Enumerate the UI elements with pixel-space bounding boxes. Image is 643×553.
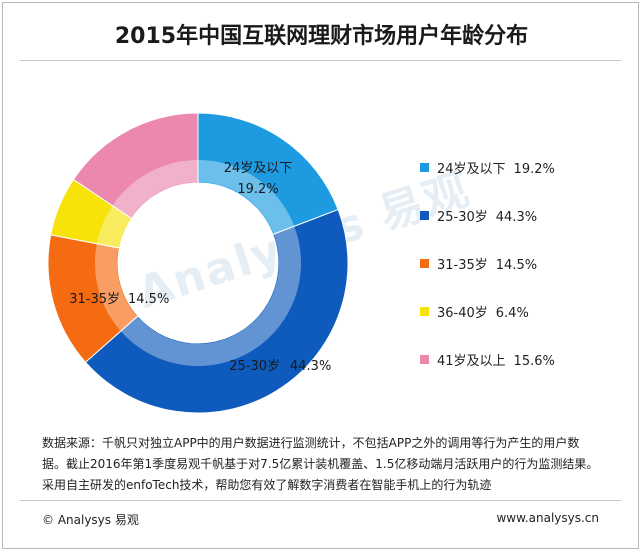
legend-item-2: 25-30岁 44.3% (420, 206, 620, 226)
chart-title: 2015年中国互联网理财市场用户年龄分布 (114, 24, 529, 49)
legend-value: 15.6% (513, 354, 555, 369)
legend-item-3: 31-35岁 14.5% (420, 254, 620, 274)
donut-slice-2 (84, 208, 349, 414)
donut-slice-1 (197, 112, 339, 236)
legend-label: 24岁及以下 (437, 162, 506, 177)
footer-divider (20, 500, 621, 501)
donut-slice-5 (72, 112, 199, 220)
legend-value: 6.4% (495, 306, 529, 321)
legend-item-1: 24岁及以下 19.2% (420, 158, 620, 178)
slice-label-value-2: 44.3% (290, 359, 331, 374)
legend-value: 44.3% (495, 210, 538, 225)
legend-swatch (420, 307, 429, 316)
legend-swatch (420, 259, 429, 268)
slice-label-category-1: 24岁及以下 (224, 161, 293, 176)
data-source-note: 数据来源：千帆只对独立APP中的用户数据进行监测统计，不包括APP之外的调用等行… (42, 436, 599, 492)
legend-value: 19.2% (513, 162, 555, 177)
footer-copyright: © Analysys 易观 (42, 513, 139, 527)
legend-item-5: 41岁及以上 15.6% (420, 350, 620, 370)
legend-label: 31-35岁 (437, 258, 488, 273)
donut-inner-ring (95, 160, 301, 366)
slice-label-value-1: 19.2% (237, 182, 278, 197)
legend-label: 41岁及以上 (437, 354, 506, 369)
legend-item-4: 36-40岁 6.4% (420, 302, 620, 322)
slice-label-category-2: 25-30岁 (229, 359, 280, 374)
legend-label: 36-40岁 (437, 306, 488, 321)
legend-label: 25-30岁 (437, 210, 488, 225)
legend-swatch (420, 163, 429, 172)
slice-label-category-3: 31-35岁 (69, 292, 120, 307)
title-divider (20, 60, 621, 61)
legend-swatch (420, 355, 429, 364)
legend-value: 14.5% (495, 258, 538, 273)
footer-url: www.analysys.cn (496, 511, 599, 525)
legend-swatch (420, 211, 429, 220)
slice-label-value-3: 14.5% (128, 292, 169, 307)
